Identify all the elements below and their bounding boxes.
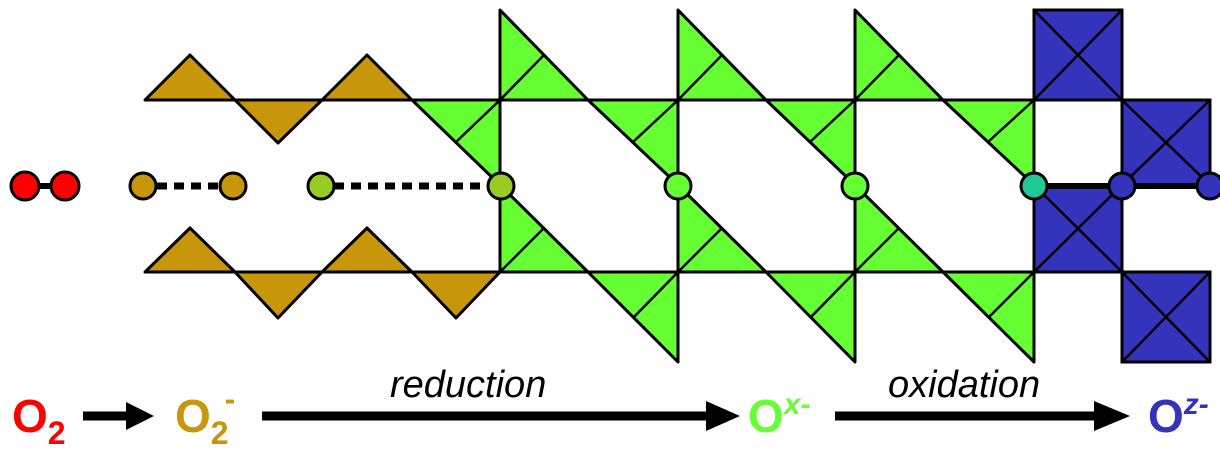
- superoxide-molecule: [128, 171, 248, 201]
- gold-triangle: [410, 270, 502, 320]
- elongated-peroxide: [306, 171, 516, 201]
- arrow-o2-to-superoxide: [83, 402, 154, 430]
- gold-triangles-bottom: [143, 226, 502, 320]
- o2-molecule: [9, 170, 81, 202]
- arrow-reduction: [262, 401, 740, 431]
- reaction-scheme: O2 O2- Ox- Oz- reduction oxidation: [12, 364, 1209, 451]
- olive-atom: [486, 171, 516, 201]
- gold-triangle: [143, 53, 237, 102]
- final-chain: [1019, 171, 1220, 201]
- molecules: [9, 170, 1220, 202]
- blue-square: [1120, 98, 1212, 187]
- final-label: Oz-: [1148, 388, 1209, 442]
- transition-atom: [1019, 171, 1049, 201]
- gold-triangle: [143, 226, 237, 274]
- superoxide-label: O2-: [175, 381, 235, 451]
- arrow-oxidation: [835, 401, 1130, 431]
- gold-triangle: [320, 226, 414, 274]
- intermediate-label: Ox-: [748, 388, 810, 442]
- oxidation-label: oxidation: [888, 364, 1040, 406]
- o2-atom: [9, 170, 41, 202]
- blue-square: [1032, 183, 1124, 274]
- superoxide-atom: [218, 171, 248, 201]
- final-framework: [1032, 8, 1212, 364]
- superoxide-atom: [128, 171, 158, 201]
- intermediate-atom: [840, 171, 870, 201]
- final-atom: [1107, 171, 1137, 201]
- blue-square: [1120, 270, 1212, 364]
- gold-triangle: [320, 53, 414, 102]
- gold-triangle: [233, 270, 324, 320]
- intermediate-atom: [663, 171, 693, 201]
- reduction-label: reduction: [390, 364, 546, 406]
- framework-lines: [145, 98, 1210, 274]
- final-atom: [1195, 171, 1220, 201]
- gold-triangle: [233, 98, 324, 145]
- gold-triangles-top: [143, 53, 414, 145]
- o2-atom: [49, 170, 81, 202]
- olive-atom: [306, 171, 336, 201]
- o2-label: O2: [12, 390, 66, 451]
- blue-square: [1032, 8, 1124, 102]
- green-inner-lines: [455, 54, 1035, 319]
- superoxide-framework: [143, 53, 502, 320]
